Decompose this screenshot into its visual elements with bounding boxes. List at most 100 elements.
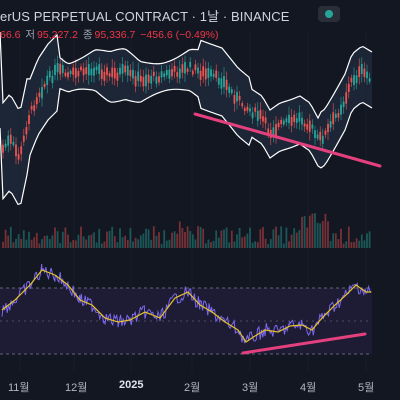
candle-body (132, 69, 134, 79)
candle-body (225, 79, 228, 90)
candle-body (158, 76, 160, 83)
visibility-toggle-icon[interactable] (318, 6, 340, 22)
candle-body (95, 66, 98, 71)
candle-body (116, 72, 119, 81)
candlestick-series (2, 55, 371, 165)
candle-body (202, 66, 205, 77)
candle-body (285, 118, 288, 123)
candle-body (17, 154, 20, 160)
volume-bar (54, 227, 56, 248)
volume-bar (324, 213, 327, 248)
candle-body (275, 124, 277, 137)
volume-bar (236, 234, 238, 248)
volume-bar (340, 228, 342, 248)
candle-body (303, 123, 306, 127)
candle-body (98, 64, 101, 74)
volume-bar (241, 237, 244, 248)
volume-bar (327, 221, 329, 248)
price-trendline[interactable] (193, 112, 382, 168)
candle-body (54, 64, 56, 76)
volume-bar (51, 235, 54, 248)
x-axis-label-mar: 3월 (242, 382, 259, 394)
rsi-pane[interactable] (0, 263, 372, 355)
volume-bar (337, 239, 340, 248)
volume-bar (334, 233, 337, 248)
candle-body (184, 61, 186, 74)
candle-body (220, 78, 223, 89)
candle-body (272, 127, 275, 138)
candle-body (236, 91, 238, 102)
volume-bar (132, 241, 134, 248)
volume-bar (87, 235, 90, 248)
candle-body (241, 103, 244, 107)
candle-body (327, 123, 329, 133)
candle-body (194, 64, 197, 71)
candle-body (290, 117, 293, 126)
volume-bar (9, 226, 12, 248)
candle-body (12, 141, 15, 146)
volume-bar (311, 213, 314, 248)
candle-body (228, 86, 231, 93)
volume-bar (2, 241, 4, 248)
volume-bar (243, 236, 246, 248)
candle-body (163, 73, 166, 77)
candle-body (282, 120, 285, 125)
volume-bar (329, 240, 332, 248)
volume-bar (158, 232, 160, 248)
candle-body (223, 76, 225, 88)
volume-bar (145, 228, 147, 248)
x-axis-label-feb: 2월 (184, 382, 201, 394)
volume-bar (12, 242, 15, 248)
volume-bar (98, 229, 101, 248)
rsi-line (1, 263, 372, 344)
candle-body (308, 120, 311, 132)
volume-bar (116, 242, 119, 248)
volume-bar (345, 241, 348, 248)
candle-body (230, 89, 233, 94)
candle-body (155, 76, 158, 84)
candle-body (90, 68, 93, 76)
candle-body (150, 75, 153, 84)
candle-body (108, 73, 111, 77)
candle-body (147, 74, 150, 83)
volume-bar (186, 226, 189, 248)
volume-bar (269, 239, 272, 248)
candle-body (295, 118, 298, 123)
volume-bar (28, 231, 30, 248)
volume-bar (100, 243, 103, 248)
volume-bar (160, 243, 163, 248)
volume-bar (358, 240, 361, 248)
candle-body (64, 72, 67, 77)
candle-body (267, 128, 270, 134)
volume-bars (2, 213, 371, 248)
candle-body (59, 63, 62, 75)
volume-bar (43, 236, 46, 248)
candle-body (368, 78, 371, 82)
volume-bar (147, 229, 150, 248)
candle-body (207, 67, 210, 79)
candle-body (38, 92, 41, 97)
volume-bar (7, 235, 10, 248)
x-axis-label-dec: 12월 (65, 382, 88, 394)
volume-bar (262, 227, 264, 248)
x-axis-label-nov: 11월 (8, 382, 30, 394)
symbol-title[interactable]: erUS PERPETUAL CONTRACT · 1날 · BINANCE (0, 9, 290, 24)
volume-bar (267, 243, 270, 248)
candle-body (246, 106, 249, 111)
candle-body (314, 130, 316, 139)
candle-body (160, 71, 163, 78)
volume-bar (298, 230, 301, 248)
candle-body (85, 67, 88, 74)
volume-bar (215, 230, 218, 248)
candle-body (215, 70, 218, 78)
candle-body (249, 108, 251, 112)
candle-body (51, 75, 54, 84)
candle-body (199, 70, 202, 80)
candle-body (212, 73, 215, 77)
volume-bar (171, 232, 173, 248)
volume-bar (121, 237, 124, 248)
volume-bar (280, 226, 283, 248)
candle-body (134, 76, 137, 87)
change-value: −456.6 (−0.49%) (140, 29, 219, 41)
